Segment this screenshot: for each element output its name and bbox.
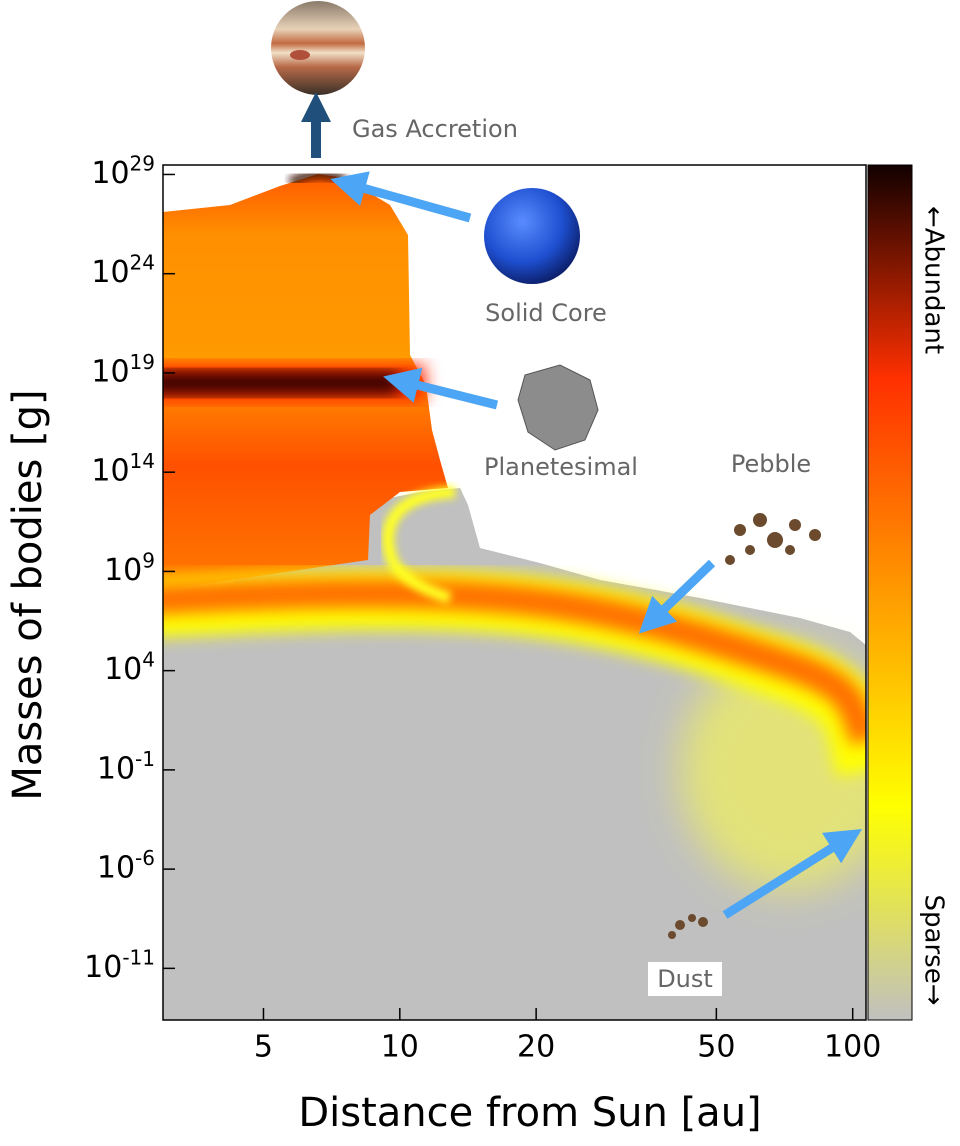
y-tick-label: 1019 [91,349,155,389]
colorbar-bottom-label: Sparse→ [919,895,949,1006]
y-tick-label: 109 [104,548,155,588]
y-tick-exponent: 9 [142,548,155,572]
y-tick-exponent: -11 [122,945,155,969]
annotation: Solid Core [485,299,607,327]
y-tick-label: 1014 [91,449,155,489]
heatmap [163,165,866,1020]
plot-frame [162,164,867,1021]
y-tick-label: 10-11 [84,945,155,985]
y-tick-label: 10-6 [97,846,155,886]
y-tick-exponent: 24 [130,250,155,274]
x-tick-label: 5 [254,1030,273,1065]
y-tick-label: 1024 [91,250,155,290]
x-tick-label: 10 [381,1030,419,1065]
y-tick-exponent: 4 [142,647,155,671]
y-tick-exponent: 14 [130,449,155,473]
colorbar [867,164,913,1021]
y-tick-exponent: 19 [130,349,155,373]
illustrations [271,1,863,996]
y-tick-exponent: -1 [135,746,155,770]
y-axis-label: Masses of bodies [g] [5,389,51,800]
annotation: Gas Accretion [352,115,518,143]
x-tick-label: 100 [824,1030,881,1065]
y-tick-label: 10-1 [97,746,155,786]
y-tick-label: 1029 [91,151,155,191]
annotation: Dust [657,965,713,993]
x-tick-label: 50 [697,1030,735,1065]
annotation: Pebble [731,450,811,478]
annotation: Planetesimal [484,453,638,481]
colorbar-top-label: ←Abundant [919,206,949,354]
y-tick-exponent: 29 [130,151,155,175]
x-tick-label: 20 [517,1030,555,1065]
y-tick-exponent: -6 [135,846,155,870]
y-tick-label: 104 [104,647,155,687]
x-axis-label: Distance from Sun [au] [298,1090,761,1136]
